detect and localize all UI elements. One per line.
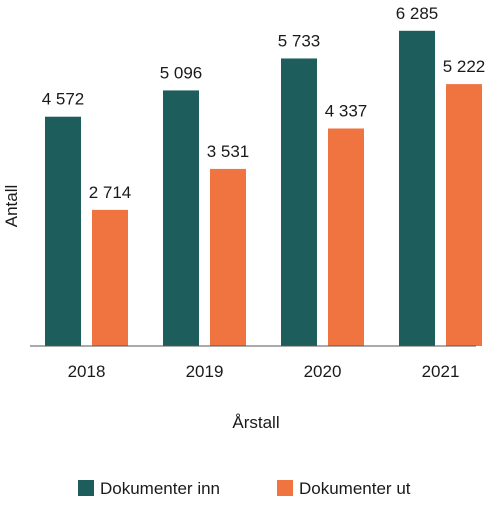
x-axis-label: Årstall — [232, 413, 279, 432]
bar-inn-2018 — [45, 116, 81, 346]
x-tick-label-2019: 2019 — [186, 362, 224, 381]
value-label-inn-2021: 6 285 — [396, 4, 439, 23]
value-label-ut-2018: 2 714 — [89, 183, 132, 202]
value-label-inn-2020: 5 733 — [278, 31, 321, 50]
y-axis-label: Antall — [2, 185, 21, 228]
legend: Dokumenter inn Dokumenter ut — [78, 479, 411, 498]
x-tick-label-2018: 2018 — [68, 362, 106, 381]
bar-ut-2020 — [328, 128, 364, 346]
value-label-inn-2019: 5 096 — [160, 63, 203, 82]
bar-inn-2019 — [163, 90, 199, 346]
bar-inn-2021 — [399, 30, 435, 346]
bar-ut-2018 — [92, 209, 128, 346]
bar-ut-2019 — [210, 168, 246, 346]
bar-ut-2021 — [446, 84, 482, 346]
x-tick-labels-layer: 2018 2019 2020 2021 — [68, 362, 460, 381]
value-label-ut-2021: 5 222 — [443, 57, 486, 76]
value-labels-layer: 4 572 2 714 5 096 3 531 5 733 4 337 6 285 5 222 — [42, 4, 486, 202]
value-label-ut-2019: 3 531 — [207, 142, 250, 161]
value-label-inn-2018: 4 572 — [42, 90, 85, 109]
legend-swatch-dokumenter-ut — [277, 480, 293, 496]
bar-inn-2020 — [281, 58, 317, 347]
value-label-ut-2020: 4 337 — [325, 101, 368, 120]
bars-layer — [45, 30, 482, 347]
legend-label-dokumenter-inn: Dokumenter inn — [100, 479, 220, 498]
x-tick-label-2020: 2020 — [304, 362, 342, 381]
legend-swatch-dokumenter-inn — [78, 480, 94, 496]
legend-label-dokumenter-ut: Dokumenter ut — [299, 479, 411, 498]
x-tick-label-2021: 2021 — [422, 362, 460, 381]
